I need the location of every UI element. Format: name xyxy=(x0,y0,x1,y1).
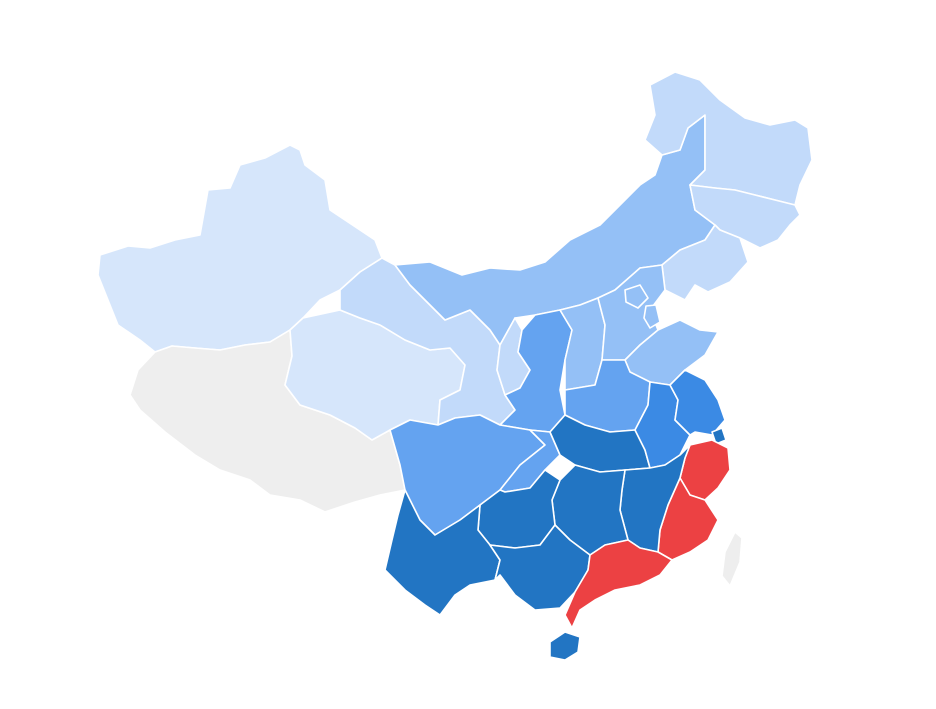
region-taiwan[interactable] xyxy=(721,531,743,587)
region-tianjin[interactable] xyxy=(643,304,661,329)
region-jiangsu[interactable] xyxy=(669,369,726,436)
region-liaoning[interactable] xyxy=(661,224,749,301)
region-guangdong[interactable] xyxy=(564,539,673,629)
region-yunnan[interactable] xyxy=(384,489,501,616)
region-shanghai[interactable] xyxy=(711,427,727,445)
region-beijing[interactable] xyxy=(624,284,649,309)
region-hainan[interactable] xyxy=(549,631,581,661)
